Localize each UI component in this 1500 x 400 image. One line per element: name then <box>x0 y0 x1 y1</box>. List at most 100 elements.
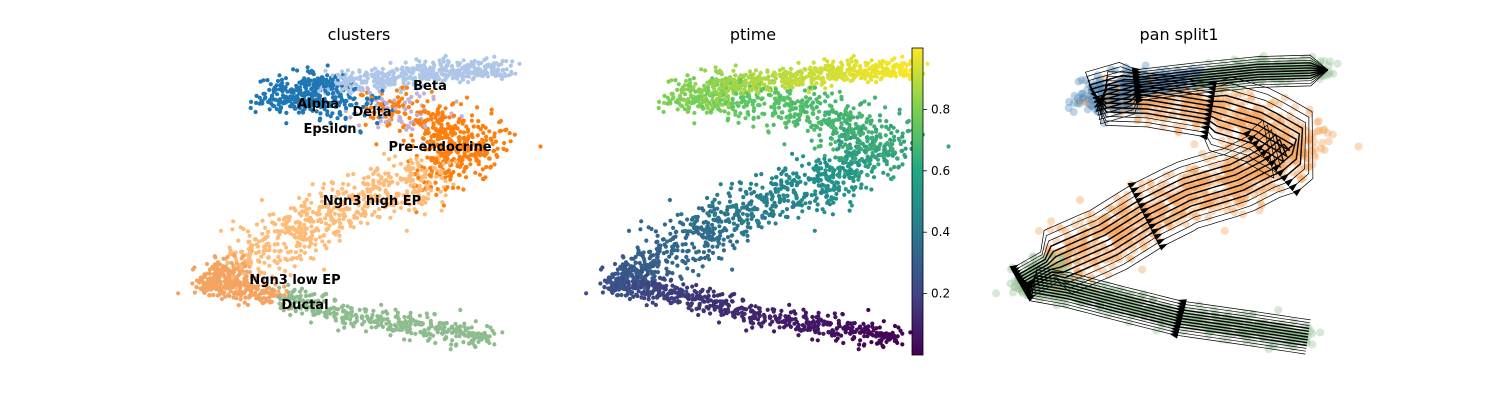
ptime-point <box>834 110 839 115</box>
ptime-point <box>877 113 883 118</box>
cluster-point <box>358 220 363 225</box>
cluster-point <box>373 66 378 71</box>
ptime-point <box>744 103 749 108</box>
ptime-point <box>884 124 889 129</box>
ptime-point <box>795 181 800 186</box>
cluster-point <box>414 113 420 118</box>
ptime-point <box>752 205 757 210</box>
ptime-point <box>714 99 719 104</box>
cluster-point <box>494 152 499 158</box>
cluster-point <box>393 314 398 319</box>
ptime-point <box>840 144 845 149</box>
ptime-point <box>864 185 869 190</box>
ptime-point <box>925 61 930 66</box>
ptime-point <box>823 99 828 104</box>
cluster-point <box>287 229 292 234</box>
cluster-point <box>454 99 459 104</box>
cluster-point <box>341 303 346 308</box>
ptime-point <box>775 90 781 95</box>
cluster-point <box>219 296 224 302</box>
ptime-point <box>600 265 605 270</box>
cluster-point <box>440 175 445 181</box>
ptime-point <box>733 73 738 78</box>
cluster-point <box>428 173 433 179</box>
cluster-point <box>329 180 334 185</box>
ptime-point <box>702 255 708 261</box>
cluster-point <box>210 279 215 284</box>
cluster-point <box>443 106 448 111</box>
cluster-point <box>422 65 427 70</box>
cluster-point <box>355 209 360 214</box>
ptime-point <box>718 309 723 314</box>
cluster-point <box>441 161 446 166</box>
cluster-point <box>236 291 241 296</box>
ptime-point <box>784 207 790 212</box>
cluster-point <box>394 75 399 81</box>
ptime-point <box>701 250 707 255</box>
ptime-point <box>704 305 709 310</box>
cluster-point <box>283 76 288 81</box>
ptime-point <box>658 243 663 248</box>
ptime-point <box>856 177 861 182</box>
cluster-point <box>281 217 287 222</box>
ptime-point <box>833 186 838 191</box>
ptime-point <box>669 251 674 256</box>
cluster-point <box>277 249 282 254</box>
ptime-point <box>747 97 753 102</box>
cluster-point <box>192 265 197 270</box>
ptime-point <box>675 248 680 253</box>
ptime-point <box>612 261 618 267</box>
ptime-point <box>728 239 733 244</box>
cluster-point <box>338 92 343 97</box>
cluster-point <box>476 331 481 336</box>
cluster-point <box>268 82 273 87</box>
cluster-point <box>294 255 300 261</box>
cluster-point <box>501 67 506 72</box>
cluster-point <box>423 59 428 64</box>
cluster-point <box>410 66 415 71</box>
cluster-point <box>262 245 267 250</box>
ptime-point <box>722 109 727 114</box>
cluster-point <box>392 209 397 214</box>
cluster-point <box>498 118 503 124</box>
cluster-point <box>276 254 281 259</box>
cluster-point <box>356 123 362 128</box>
cluster-point <box>513 71 518 76</box>
cluster-point <box>439 122 444 127</box>
ptime-point <box>717 292 723 297</box>
cluster-point <box>370 312 375 318</box>
ptime-point <box>685 73 690 78</box>
ptime-point <box>788 113 793 118</box>
ptime-point <box>845 104 850 109</box>
ptime-point <box>802 75 807 81</box>
cluster-point <box>417 320 422 325</box>
cluster-point <box>368 189 373 194</box>
cluster-point <box>309 224 314 229</box>
ptime-point <box>756 223 761 229</box>
ptime-point <box>869 146 875 151</box>
ptime-point <box>598 281 603 286</box>
cluster-point <box>419 330 424 335</box>
cluster-point <box>346 182 351 187</box>
cluster-point <box>458 324 463 329</box>
cluster-point <box>448 177 453 182</box>
ptime-point <box>800 328 805 333</box>
cluster-point <box>480 167 485 172</box>
ptime-point <box>765 76 770 81</box>
ptime-point <box>814 315 819 320</box>
ptime-point <box>712 212 717 218</box>
cluster-point <box>508 139 513 144</box>
ptime-point <box>715 235 720 241</box>
ptime-point <box>707 257 712 262</box>
cluster-point <box>406 208 412 213</box>
cluster-point <box>425 186 430 191</box>
ptime-point <box>877 325 882 330</box>
cluster-point <box>345 68 350 73</box>
cluster-point <box>259 98 264 103</box>
ptime-point <box>906 128 912 133</box>
cluster-point <box>476 339 481 344</box>
cluster-point <box>277 232 282 237</box>
cluster-point <box>392 98 397 103</box>
ptime-point <box>714 300 719 305</box>
cluster-point <box>238 280 243 285</box>
